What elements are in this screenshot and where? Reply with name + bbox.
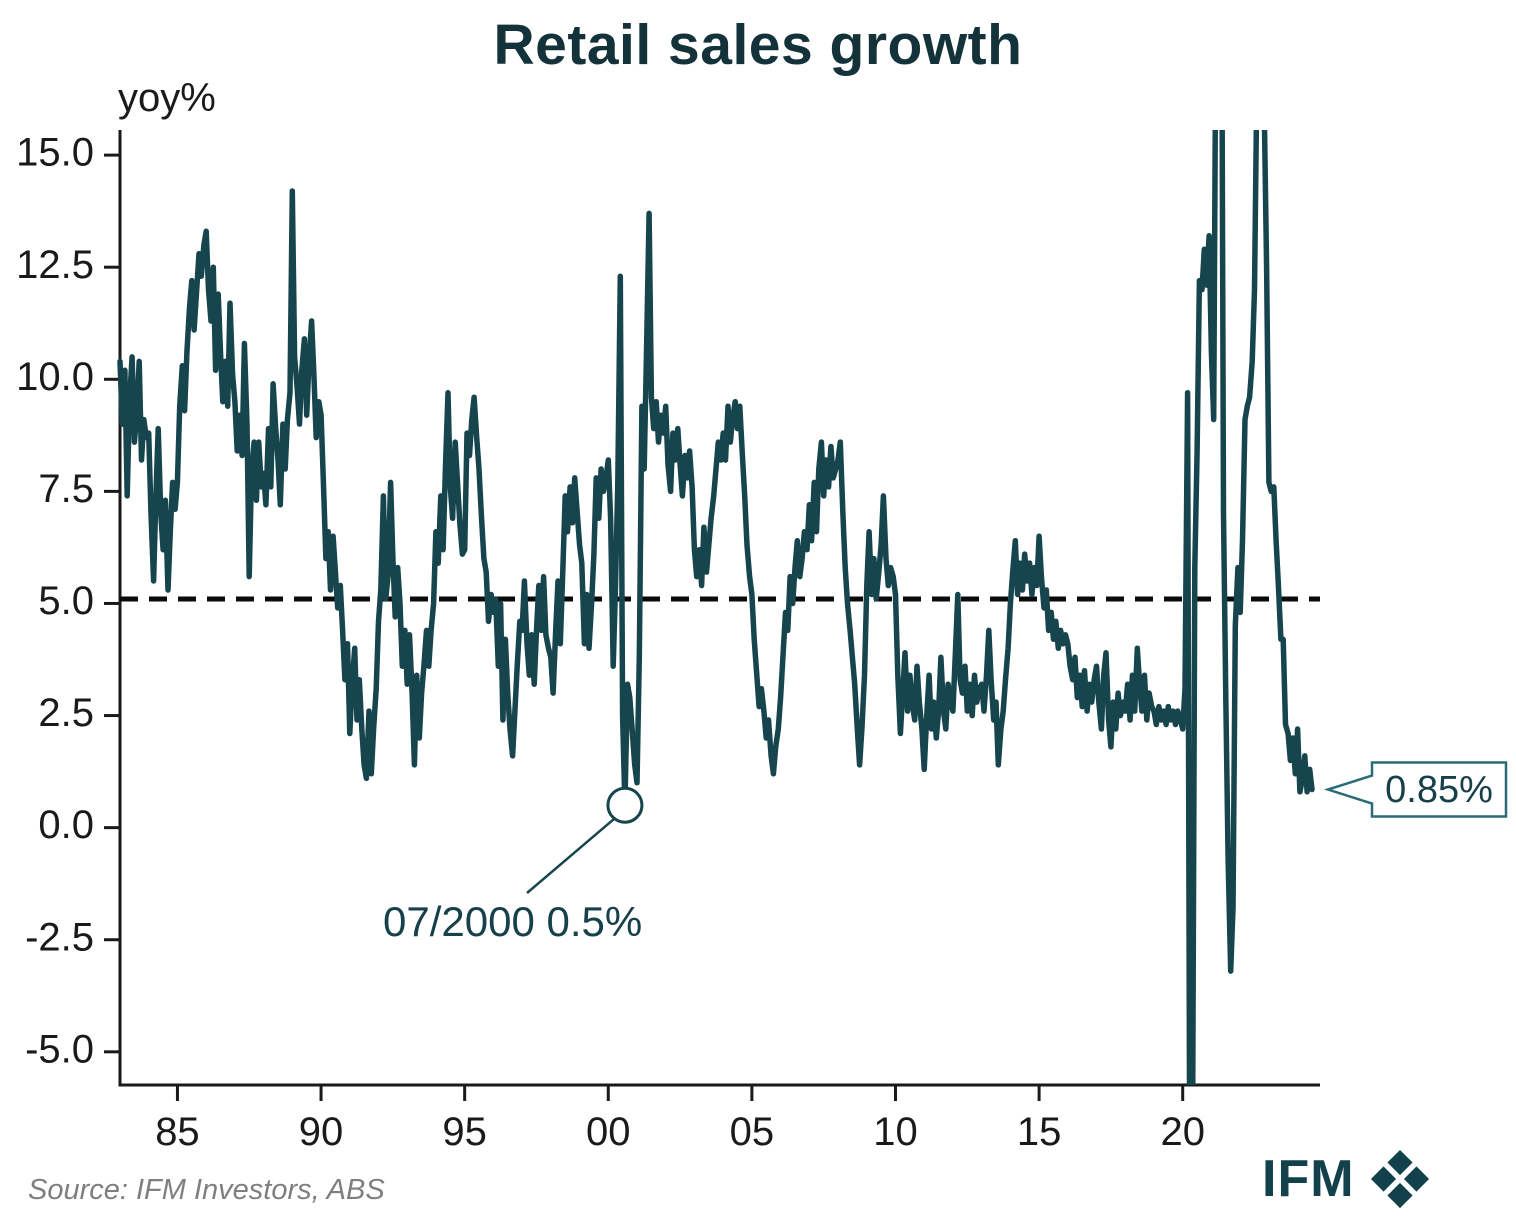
ifm-logo-text: IFM	[1262, 1150, 1355, 1208]
svg-text:15: 15	[1017, 1110, 1062, 1154]
svg-text:-2.5: -2.5	[25, 915, 94, 959]
overlay-layer	[526, 761, 1508, 894]
svg-text:90: 90	[299, 1110, 344, 1154]
series-layer	[117, 130, 1315, 1085]
source-note: Source: IFM Investors, ABS	[28, 1174, 385, 1206]
ifm-logo: IFM	[1262, 1148, 1431, 1210]
svg-text:10: 10	[873, 1110, 918, 1154]
svg-text:00: 00	[586, 1110, 631, 1154]
svg-text:95: 95	[442, 1110, 487, 1154]
svg-text:15.0: 15.0	[16, 131, 94, 175]
svg-text:12.5: 12.5	[16, 243, 94, 287]
ifm-logo-icon	[1370, 1149, 1429, 1209]
y-axis-unit-label: yoy%	[118, 76, 216, 120]
svg-text:10.0: 10.0	[16, 355, 94, 399]
svg-text:20: 20	[1160, 1110, 1205, 1154]
svg-text:5.0: 5.0	[38, 579, 94, 623]
svg-text:-5.0: -5.0	[25, 1027, 94, 1071]
svg-text:0.0: 0.0	[38, 803, 94, 847]
chart-title: Retail sales growth	[493, 13, 1023, 77]
svg-text:85: 85	[155, 1110, 200, 1154]
svg-text:2.5: 2.5	[38, 691, 94, 735]
axes-layer: 15.0 12.5 10.0 7.5 5.0 2.5 0.0 -2.5 -5.0 85 90 95 00…	[16, 130, 1320, 1154]
svg-text:7.5: 7.5	[38, 467, 94, 511]
svg-text:05: 05	[730, 1110, 775, 1154]
annotation-low-point-label: 07/2000 0.5%	[383, 898, 643, 945]
latest-value-callout-label: 0.85%	[1385, 768, 1493, 811]
